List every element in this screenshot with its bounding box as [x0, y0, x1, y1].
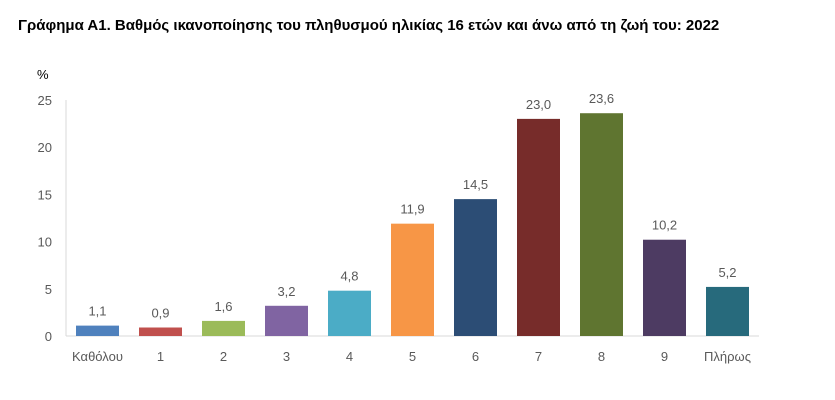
bar-2 — [202, 320, 245, 336]
y-tick-label: 25 — [38, 93, 52, 108]
x-tick-label: 6 — [472, 349, 479, 364]
data-label: 3,2 — [277, 284, 295, 299]
x-tick-label: 7 — [535, 349, 542, 364]
x-tick-label: 3 — [283, 349, 290, 364]
bar-6 — [454, 199, 497, 336]
data-label: 10,2 — [652, 218, 677, 233]
bar-8 — [580, 113, 623, 336]
bar-5 — [391, 223, 434, 336]
chart-title: Γράφημα Α1. Βαθμός ικανοποίησης του πληθ… — [18, 17, 720, 34]
y-tick-label: 5 — [45, 282, 52, 297]
y-tick-label: 0 — [45, 329, 52, 344]
x-tick-label: 8 — [598, 349, 605, 364]
x-tick-label: Καθόλου — [72, 349, 123, 364]
x-tick-label: 2 — [220, 349, 227, 364]
bar-7 — [517, 118, 560, 336]
bar-1 — [139, 327, 182, 336]
data-label: 23,0 — [526, 97, 551, 112]
data-label: 11,9 — [400, 202, 424, 217]
data-label: 1,1 — [88, 304, 106, 319]
x-tick-label: 4 — [346, 349, 353, 364]
bar-0 — [76, 325, 119, 336]
data-label: 14,5 — [463, 177, 488, 192]
x-tick-label: 1 — [157, 349, 164, 364]
x-tick-label: 5 — [409, 349, 416, 364]
x-tick-label: Πλήρως — [704, 349, 751, 364]
bar-4 — [328, 290, 371, 336]
bar-10 — [706, 286, 749, 336]
y-tick-label: 15 — [38, 187, 52, 202]
x-tick-label: 9 — [661, 349, 668, 364]
y-tick-label: 10 — [38, 235, 52, 250]
data-label: 5,2 — [718, 265, 736, 280]
bar-9 — [643, 239, 686, 336]
data-label: 0,9 — [151, 306, 169, 321]
y-tick-label: 20 — [38, 140, 52, 155]
bar-3 — [265, 305, 308, 336]
y-axis-label: % — [37, 67, 49, 82]
data-label: 1,6 — [214, 299, 232, 314]
data-label: 23,6 — [589, 91, 614, 106]
data-label: 4,8 — [340, 269, 358, 284]
